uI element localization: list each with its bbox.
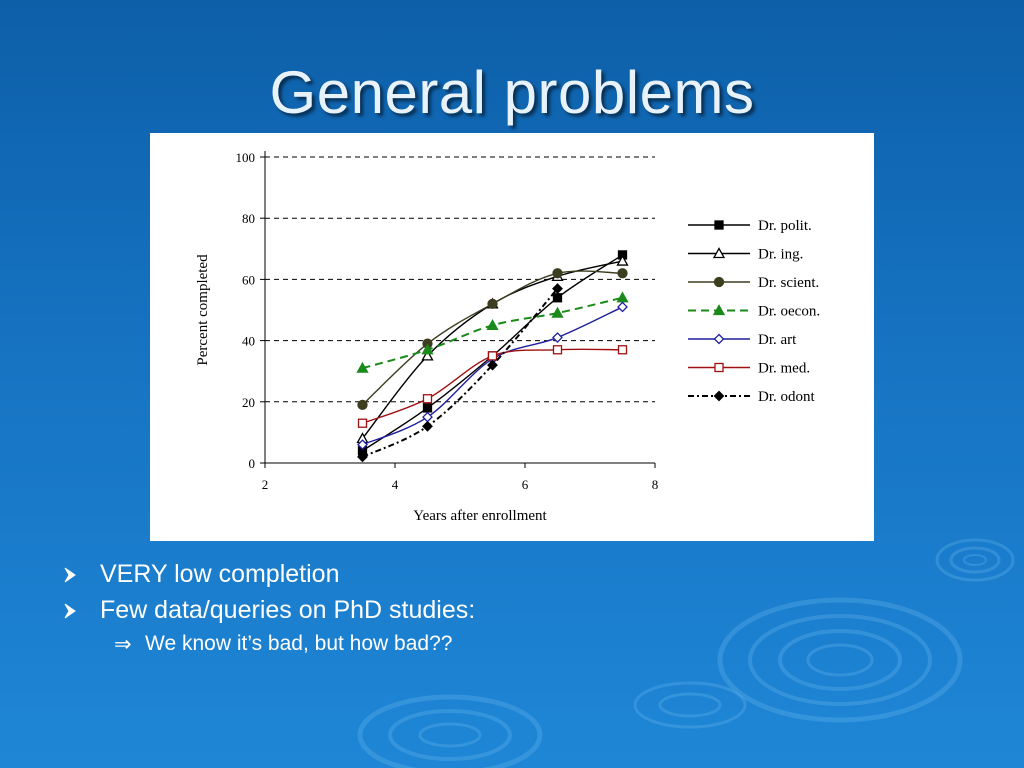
sub-bullet-text: We know it’s bad, but how bad?? bbox=[145, 632, 453, 655]
arrow-bullet-icon bbox=[64, 603, 76, 619]
data-point bbox=[552, 268, 563, 279]
chart-series bbox=[356, 250, 629, 463]
chart-axes: 0 20 40 60 80 100 2 4 6 8 Years after enrollment Pe… bbox=[195, 150, 658, 524]
data-point bbox=[487, 359, 498, 371]
data-point bbox=[487, 351, 498, 361]
series-line bbox=[362, 270, 623, 406]
legend-marker bbox=[712, 247, 726, 259]
legend-label: Dr. oecon. bbox=[758, 304, 820, 320]
implies-icon: ⇒ bbox=[114, 633, 132, 656]
legend-label: Dr. ing. bbox=[758, 247, 803, 263]
x-tick-label: 4 bbox=[392, 477, 399, 492]
bullet-list: VERY low completion Few data/queries on … bbox=[62, 558, 762, 662]
slide-title: General problems bbox=[269, 59, 755, 126]
series-dr-odont bbox=[357, 283, 563, 463]
y-tick-label: 60 bbox=[242, 272, 255, 287]
legend-label: Dr. scient. bbox=[758, 275, 819, 291]
y-tick-label: 80 bbox=[242, 211, 255, 226]
data-point bbox=[487, 298, 498, 310]
data-point bbox=[616, 291, 629, 303]
data-point bbox=[357, 399, 368, 411]
x-tick-label: 2 bbox=[262, 477, 269, 492]
x-tick-label: 6 bbox=[522, 477, 529, 492]
line-chart: 0 20 40 60 80 100 2 4 6 8 Years after enrollment Pe… bbox=[195, 150, 820, 524]
legend-entry: Dr. polit. bbox=[688, 218, 812, 234]
data-point bbox=[552, 283, 563, 294]
legend-marker bbox=[713, 276, 725, 288]
data-point bbox=[617, 301, 628, 313]
data-point bbox=[421, 343, 434, 355]
legend-label: Dr. med. bbox=[758, 361, 810, 377]
y-axis-label: Percent completed bbox=[195, 254, 211, 366]
legend-entry: Dr. odont bbox=[688, 389, 816, 405]
data-point bbox=[552, 345, 563, 355]
y-tick-label: 20 bbox=[242, 395, 255, 410]
x-axis-label: Years after enrollment bbox=[413, 508, 547, 524]
legend-marker bbox=[713, 390, 725, 402]
legend-marker bbox=[712, 304, 726, 316]
data-point bbox=[551, 306, 564, 318]
legend-label: Dr. art bbox=[758, 332, 797, 348]
chart-panel: 0 20 40 60 80 100 2 4 6 8 Years after enrollment Pe… bbox=[150, 133, 874, 541]
data-point bbox=[357, 439, 368, 451]
data-point bbox=[422, 411, 433, 423]
data-point bbox=[616, 254, 629, 266]
series-dr-scient bbox=[357, 268, 628, 411]
data-point bbox=[552, 332, 563, 343]
data-point bbox=[357, 451, 368, 463]
legend-entry: Dr. art bbox=[688, 332, 797, 348]
bullet-item: Few data/queries on PhD studies: bbox=[62, 594, 762, 630]
y-tick-label: 0 bbox=[249, 456, 256, 471]
y-tick-label: 100 bbox=[236, 150, 256, 165]
data-point bbox=[421, 349, 434, 361]
legend-label: Dr. odont bbox=[758, 389, 816, 405]
data-point bbox=[357, 418, 368, 428]
bullet-text: Few data/queries on PhD studies: bbox=[100, 596, 476, 624]
legend-entry: Dr. ing. bbox=[688, 247, 803, 263]
legend-entry: Dr. scient. bbox=[688, 275, 819, 291]
legend-entry: Dr. oecon. bbox=[688, 304, 820, 320]
data-point bbox=[486, 318, 499, 330]
data-point bbox=[422, 403, 433, 413]
data-point bbox=[617, 345, 628, 355]
chart-gridlines bbox=[265, 156, 655, 403]
data-point bbox=[552, 293, 563, 303]
data-point bbox=[617, 268, 628, 279]
sub-bullet-item: ⇒ We know it’s bad, but how bad?? bbox=[114, 630, 762, 662]
data-point bbox=[422, 394, 433, 404]
bullet-item: VERY low completion bbox=[62, 558, 762, 594]
data-point bbox=[422, 420, 433, 432]
bullet-text: VERY low completion bbox=[100, 560, 340, 588]
legend-entry: Dr. med. bbox=[688, 361, 810, 377]
arrow-bullet-icon bbox=[64, 567, 76, 583]
x-tick-label: 8 bbox=[652, 477, 659, 492]
y-tick-label: 40 bbox=[242, 334, 255, 349]
data-point bbox=[356, 361, 369, 373]
legend-marker bbox=[714, 362, 724, 373]
legend-label: Dr. polit. bbox=[758, 218, 812, 234]
legend-marker bbox=[713, 333, 725, 345]
series-dr-med bbox=[357, 345, 628, 428]
chart-legend: Dr. polit. Dr. ing. Dr. scient. Dr. oecon. D… bbox=[688, 218, 820, 405]
legend-marker bbox=[714, 220, 724, 230]
